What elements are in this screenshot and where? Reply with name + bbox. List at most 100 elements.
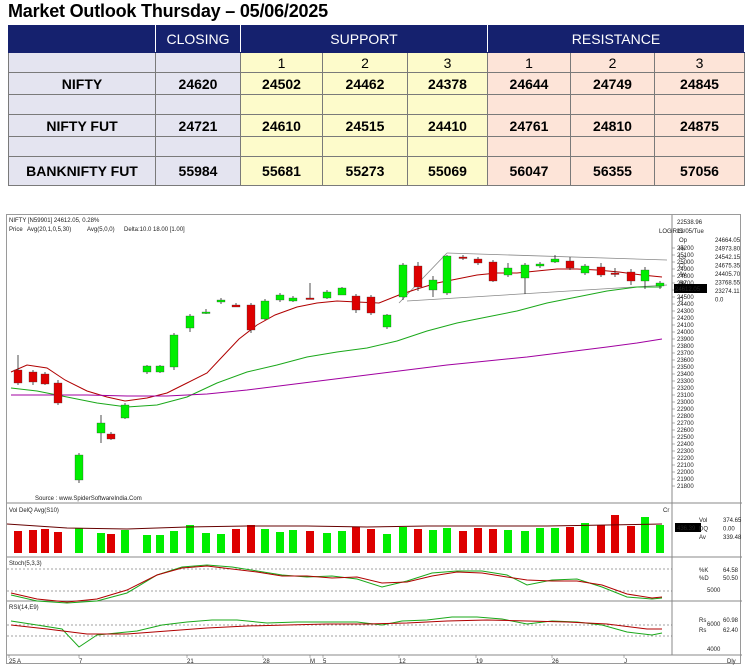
candle-up (169, 334, 179, 368)
time-axis-label: M (310, 659, 315, 665)
spacer-cell (8, 94, 156, 115)
time-axis-label: 5 (323, 659, 327, 665)
ohlc-label: Av (679, 272, 686, 278)
spacer-cell (322, 136, 408, 157)
stoch-d-line (10, 565, 663, 603)
ma-long-line (11, 338, 663, 397)
price-axis-label: 22600 (677, 428, 694, 434)
spacer-cell (240, 136, 323, 157)
price-axis-label: 23000 (677, 400, 694, 406)
volume-bar (521, 531, 529, 553)
resistance-level-number: 3 (654, 52, 745, 73)
rsi-readout: Rs 60.98 Rs 62.40 (699, 618, 739, 634)
candle-up (275, 294, 285, 301)
candle-up (185, 315, 195, 329)
candle-down (13, 369, 23, 384)
levels-table: CLOSING SUPPORT RESISTANCE 1 2 3 1 2 3 N… (8, 25, 745, 186)
support-value: 55069 (407, 156, 488, 186)
price-axis-label: 22200 (677, 456, 694, 462)
price-axis-label: 23700 (677, 351, 694, 357)
price-axis-label: 23400 (677, 372, 694, 378)
stoch-readout-label: %K (699, 568, 708, 574)
price-axis-label: 22900 (677, 407, 694, 413)
support-level-number: 1 (240, 52, 323, 73)
header-closing: CLOSING (155, 25, 241, 53)
candle-down (565, 260, 575, 269)
support-value: 24502 (240, 72, 323, 95)
price-axis-label: 25000 (677, 260, 694, 266)
nifty-chart[interactable]: NIFTY [N59901] 24612.05, 0.28% Price Avg… (7, 215, 742, 665)
volume-bar (276, 532, 284, 553)
stoch-readout: %K 64.58 %D 50.50 (699, 568, 739, 582)
nifty-chart-panel[interactable]: NIFTY [N59901] 24612.05, 0.28% Price Avg… (6, 214, 742, 665)
candle-up (640, 269, 650, 282)
ohlc-label: Av (679, 281, 686, 287)
log-toggle[interactable]: LOG (659, 229, 672, 235)
volume-readout-label: DQ (699, 527, 708, 533)
resistance-value: 24875 (654, 114, 745, 137)
rsi-readout-label: Rs (699, 618, 706, 624)
time-axis-label: 25 A (9, 659, 21, 665)
volume-bar (489, 529, 497, 553)
price-axis-label: 22300 (677, 449, 694, 455)
price-axis-label: 23500 (677, 365, 694, 371)
trendline (406, 284, 668, 302)
instrument-name: BANKNIFTY FUT (8, 156, 156, 186)
volume-bar (217, 534, 225, 553)
candle-up (201, 311, 211, 314)
price-axis-label: 22800 (677, 414, 694, 420)
price-axis-label: 23200 (677, 386, 694, 392)
volume-bar (581, 523, 589, 553)
time-axis-label: 28 (263, 659, 270, 665)
candle-up (398, 264, 408, 298)
candle-up (288, 297, 298, 302)
volume-bar (338, 531, 346, 553)
resistance-value: 56047 (487, 156, 571, 186)
candle-down (413, 265, 423, 288)
top-right-value: 22538.96 (677, 220, 703, 226)
resistance-value: 24810 (570, 114, 655, 137)
volume-bar (121, 530, 129, 553)
candle-down (458, 256, 468, 259)
volume-bar (186, 525, 194, 553)
candle-down (351, 295, 361, 311)
table-row-nifty: NIFTY 24620 24502 24462 24378 24644 2474… (8, 72, 745, 95)
price-axis-label: 21900 (677, 477, 694, 483)
resistance-value: 24761 (487, 114, 571, 137)
time-axis-label: 21 (187, 659, 194, 665)
ma-short-line (10, 268, 663, 402)
rsi-readout-label: Rs (699, 628, 706, 634)
price-axis-label: 24300 (677, 309, 694, 315)
support-value: 55681 (240, 156, 323, 186)
spacer-cell (407, 136, 488, 157)
support-level-number: 3 (407, 52, 488, 73)
candle-up (260, 300, 270, 320)
volume-bar (414, 529, 422, 553)
resistance-value: 24749 (570, 72, 655, 95)
delq-label: DelQ (19, 508, 33, 514)
volume-bar (97, 533, 105, 553)
spacer-cell (654, 94, 745, 115)
volume-bar (536, 528, 544, 553)
volume-readout: Vol 374.65 DQ 0.00 Av 339.48 (699, 518, 742, 541)
volume-bar (29, 530, 37, 553)
support-value: 24378 (407, 72, 488, 95)
rsi-axis-label: 6000 (707, 622, 721, 628)
closing-value: 55984 (155, 156, 241, 186)
rsi-signal-line (10, 619, 662, 635)
volume-bar (54, 532, 62, 553)
iris-toggle[interactable]: IRIS (671, 229, 683, 235)
ohlc-value: 24973.80 (715, 247, 741, 253)
price-axis-label: 22700 (677, 421, 694, 427)
header-support: SUPPORT (240, 25, 488, 53)
legend-delta: Delta:10.0 18.00 [1.00] (124, 227, 185, 233)
volume-cr-label: Cr (663, 508, 669, 514)
price-axis-label: 24100 (677, 323, 694, 329)
volume-readout-label: Av (699, 535, 706, 541)
volume-readout-label: Vol (699, 518, 707, 524)
price-axis-label: 23800 (677, 344, 694, 350)
candlesticks (13, 255, 665, 483)
chart-header-symbol: NIFTY [N59901] 24612.05, 0.28% (9, 218, 100, 224)
spacer-cell (487, 94, 571, 115)
header-blank (8, 25, 156, 53)
